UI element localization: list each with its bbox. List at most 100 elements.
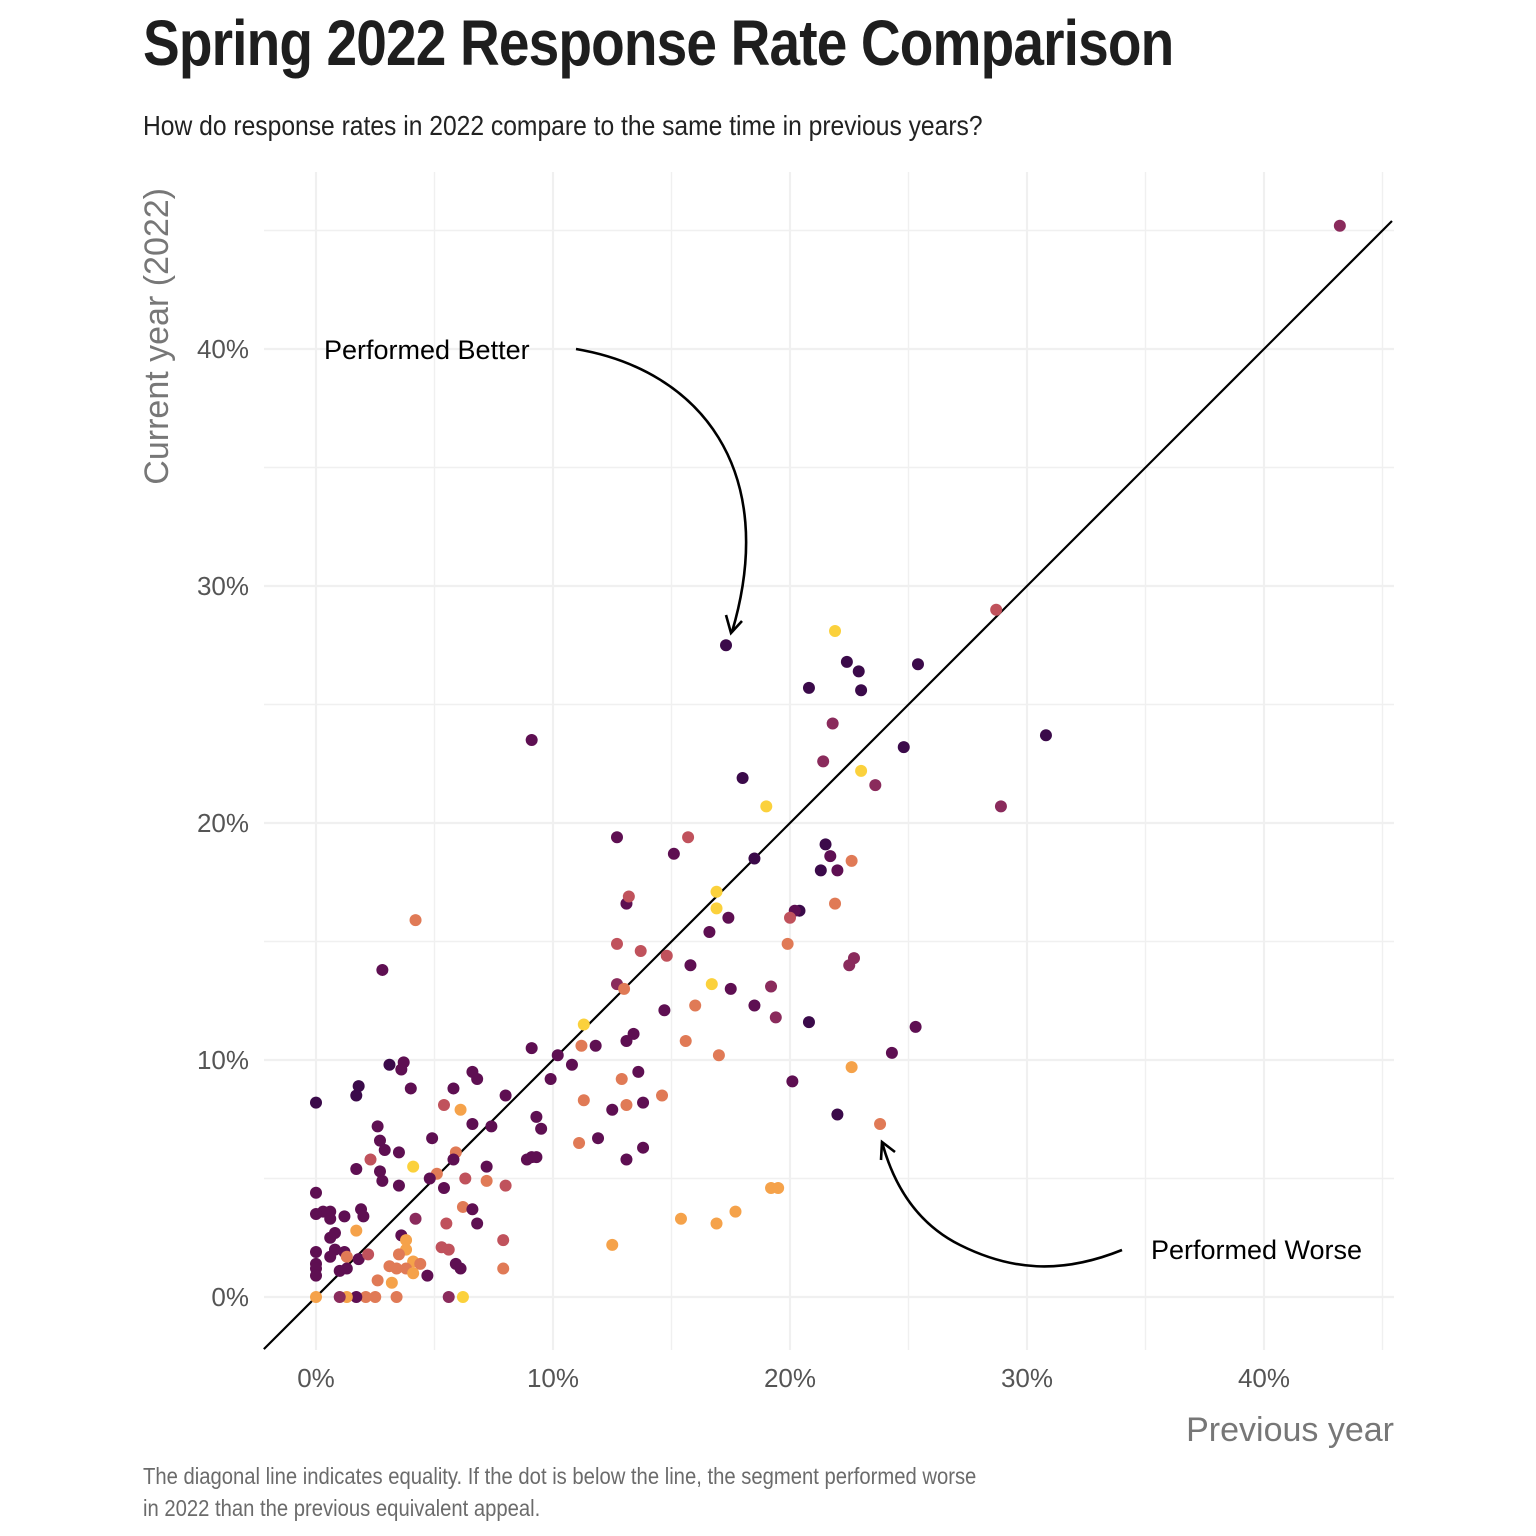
data-point [340, 1250, 353, 1263]
data-point [606, 1103, 619, 1116]
chart-subtitle: How do response rates in 2022 compare to… [143, 110, 983, 141]
data-point [712, 1049, 725, 1062]
data-point [530, 1151, 543, 1164]
data-point [551, 1049, 564, 1062]
data-point [466, 1203, 479, 1216]
data-point [589, 1039, 602, 1052]
data-point [772, 1181, 785, 1194]
data-point [722, 911, 735, 924]
data-point [622, 890, 635, 903]
data-point [525, 1042, 538, 1055]
data-point [610, 937, 623, 950]
data-point [471, 1217, 484, 1230]
data-point [637, 1096, 650, 1109]
data-point [376, 963, 389, 976]
data-point [480, 1174, 493, 1187]
arrow-worse-head [879, 1139, 896, 1161]
data-point [310, 1245, 322, 1258]
data-point [656, 1089, 669, 1102]
x-axis-ticks: 0% 10% 20% 30% 40% [297, 1363, 1290, 1393]
data-point [660, 949, 673, 962]
data-point [689, 999, 702, 1012]
data-point [720, 639, 733, 652]
data-point [577, 1094, 590, 1107]
data-point [395, 1063, 408, 1076]
data-point [667, 847, 680, 860]
data-point [466, 1117, 479, 1130]
data-point [373, 1165, 386, 1178]
x-tick-label: 10% [527, 1363, 579, 1393]
data-point [855, 684, 868, 697]
data-point [632, 1065, 645, 1078]
data-point [456, 1291, 469, 1303]
data-point [440, 1217, 453, 1230]
data-point [310, 1186, 322, 1199]
data-point [577, 1018, 590, 1031]
data-point [350, 1163, 363, 1176]
data-point [620, 1035, 633, 1048]
data-point [897, 741, 910, 754]
data-point [390, 1291, 403, 1303]
data-point [802, 1016, 815, 1029]
data-point [620, 1153, 633, 1166]
data-point [911, 658, 924, 671]
arrow-better-head [724, 614, 743, 636]
data-point [310, 1269, 322, 1282]
data-point [426, 1132, 439, 1145]
data-point [442, 1243, 455, 1256]
data-point [610, 831, 623, 844]
data-point [407, 1160, 420, 1173]
data-point [814, 864, 827, 877]
data-point [618, 982, 631, 995]
data-point [786, 1075, 799, 1088]
data-point [781, 937, 794, 950]
chart-caption: The diagonal line indicates equality. If… [143, 1460, 976, 1524]
data-point [310, 1096, 322, 1109]
data-point [637, 1141, 650, 1154]
data-point [404, 1082, 417, 1095]
data-point [352, 1253, 365, 1266]
data-point [634, 944, 647, 957]
arrow-better-curve [575, 347, 748, 633]
data-point [454, 1103, 467, 1116]
data-point [333, 1291, 346, 1303]
data-point [324, 1231, 337, 1244]
data-point [459, 1172, 472, 1185]
data-point [845, 854, 858, 867]
data-point [819, 838, 832, 851]
data-point [340, 1262, 353, 1275]
data-point [615, 1072, 628, 1085]
data-point [414, 1257, 427, 1270]
data-point [310, 1208, 322, 1221]
data-point [499, 1089, 512, 1102]
data-point [442, 1291, 455, 1303]
data-point [1039, 729, 1052, 742]
data-point [852, 665, 865, 678]
data-point [480, 1160, 493, 1173]
data-point [684, 959, 697, 972]
data-point [350, 1224, 363, 1237]
data-point [352, 1080, 365, 1093]
data-point [855, 764, 868, 777]
data-point [385, 1276, 398, 1289]
data-point [826, 717, 839, 730]
annotation-performed-worse: Performed Worse [1151, 1235, 1362, 1265]
data-point [437, 1181, 450, 1194]
caption-line-2: in 2022 than the previous equivalent app… [143, 1495, 541, 1521]
data-point [392, 1248, 405, 1261]
data-point [400, 1234, 413, 1247]
data-point [843, 959, 856, 972]
data-point [421, 1269, 434, 1282]
data-point [471, 1072, 484, 1085]
data-point [729, 1205, 742, 1218]
data-point [824, 850, 837, 863]
data-point [817, 755, 830, 768]
y-axis-ticks: 0% 10% 20% 30% 40% [197, 334, 249, 1312]
data-points [310, 219, 1346, 1303]
x-tick-label: 30% [1001, 1363, 1053, 1393]
caption-line-1: The diagonal line indicates equality. If… [143, 1463, 977, 1489]
data-point [362, 1248, 375, 1261]
data-point [748, 999, 761, 1012]
x-axis-title: Previous year [1186, 1411, 1394, 1449]
